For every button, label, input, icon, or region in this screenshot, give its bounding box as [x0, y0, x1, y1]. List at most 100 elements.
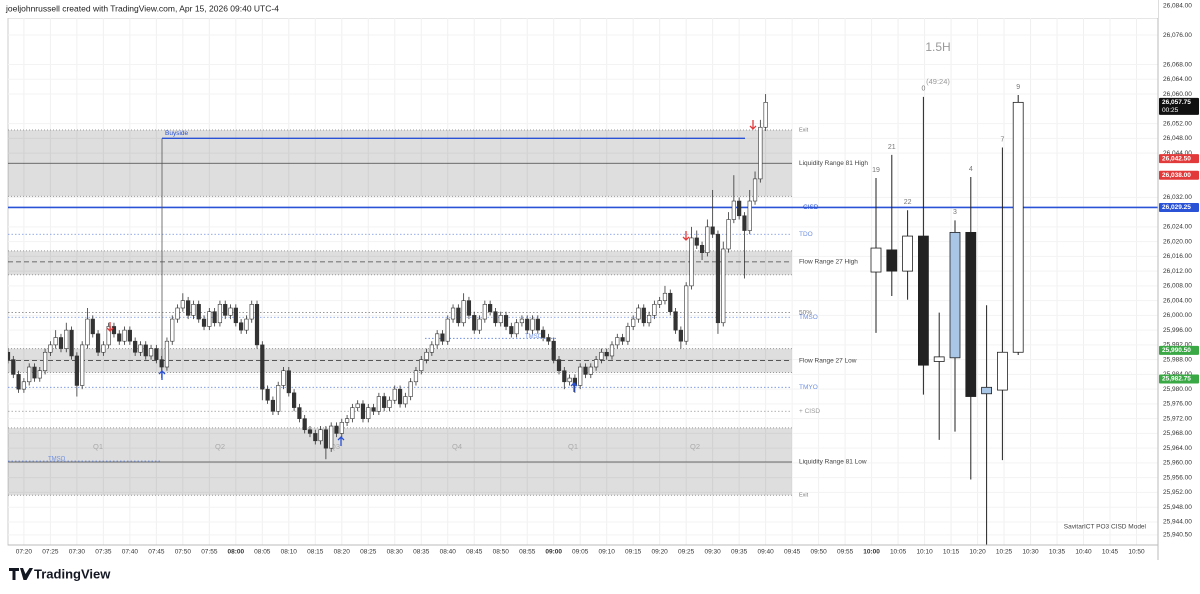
- candle-body: [583, 366, 588, 375]
- candle-body: [90, 318, 95, 335]
- candle-body: [646, 315, 652, 324]
- price-label: 25,982.75: [1162, 376, 1191, 383]
- y-tick-label: 25,996.00: [1163, 327, 1192, 334]
- candle-body: [419, 359, 424, 372]
- candle-body: [270, 399, 276, 412]
- candle-body: [138, 344, 143, 353]
- candle-body: [281, 370, 286, 386]
- candle-body: [329, 425, 334, 449]
- candle-body: [572, 377, 578, 386]
- candle-body: [525, 318, 530, 331]
- x-tick-label: 07:55: [201, 549, 218, 556]
- y-tick-label: 25,960.00: [1163, 460, 1192, 467]
- candle-body: [519, 318, 525, 324]
- po3-label: 19: [872, 167, 880, 174]
- candle-body: [535, 318, 540, 331]
- candle-body: [344, 418, 350, 423]
- x-tick-label: 10:15: [943, 549, 960, 556]
- candle-body: [371, 407, 376, 412]
- candle-body: [42, 351, 48, 372]
- y-tick-label: 25,944.00: [1163, 519, 1192, 526]
- candle-body: [265, 388, 270, 401]
- candle-body: [493, 311, 498, 324]
- session-label: Q2: [690, 442, 700, 451]
- candle-body: [726, 219, 731, 250]
- candle-body: [186, 300, 191, 316]
- plot: Q1 Q2 Q3 Q4 Q1 Q2 Exit Liquidity Range 81 High -…: [8, 18, 1158, 545]
- x-tick-label: 10:35: [1049, 549, 1066, 556]
- candle-body: [424, 351, 429, 360]
- x-tick-label: 08:55: [519, 549, 536, 556]
- candle-body: [445, 318, 450, 342]
- price-label-box: [1159, 154, 1199, 164]
- candle-body: [609, 344, 615, 357]
- candle-body: [32, 366, 37, 379]
- x-tick-label: 08:15: [307, 549, 324, 556]
- candle-body: [48, 344, 53, 353]
- annotation-label: TMSO: [525, 334, 543, 340]
- annotation-label: TMSO: [48, 457, 66, 463]
- price-label-box: [1159, 97, 1199, 115]
- candle-body: [684, 285, 689, 342]
- candle-body: [641, 307, 646, 324]
- x-tick-label: 09:40: [757, 549, 774, 556]
- level-label: TMYO: [799, 384, 818, 391]
- y-tick-label: 25,972.00: [1163, 415, 1192, 422]
- x-tick-label: 09:25: [678, 549, 695, 556]
- candle-body: [69, 329, 74, 357]
- level-label: Exit: [799, 493, 809, 499]
- header-bar: [0, 0, 1158, 18]
- candle-body: [742, 215, 747, 231]
- y-tick-label: 26,032.00: [1163, 194, 1192, 201]
- x-tick-label: 08:20: [334, 549, 351, 556]
- candle-body: [482, 304, 487, 320]
- candle-body: [615, 337, 620, 346]
- y-tick-label: 26,048.00: [1163, 135, 1192, 142]
- po3-timer: (49:24): [926, 77, 950, 86]
- price-label-box: [1159, 202, 1199, 212]
- candle-body: [85, 318, 90, 346]
- po3-label: 0: [921, 86, 925, 93]
- po3-body: [1012, 101, 1024, 353]
- candle-body: [154, 348, 159, 360]
- candle-body: [466, 300, 472, 316]
- x-tick-label: 10:45: [1102, 549, 1119, 556]
- candle-body: [159, 359, 164, 368]
- candle-body: [392, 388, 397, 401]
- candle-body: [212, 311, 217, 324]
- candle-body: [435, 333, 440, 346]
- po3-body: [981, 386, 992, 395]
- candle-body: [562, 370, 567, 383]
- candle-body: [286, 370, 291, 394]
- candle-body: [80, 344, 85, 386]
- y-tick-label: 26,012.00: [1163, 268, 1192, 275]
- candle-body: [249, 304, 254, 320]
- candle-body: [408, 381, 413, 397]
- candle-body: [620, 337, 625, 342]
- candle-body: [53, 337, 58, 346]
- price-label: 26,057.75: [1162, 99, 1191, 106]
- candle-body: [652, 304, 657, 316]
- candle-body: [64, 329, 69, 349]
- candle-body: [11, 359, 16, 375]
- candle-body: [313, 433, 318, 442]
- y-tick-label: 26,084.00: [1163, 2, 1192, 9]
- y-tick-label: 26,044.00: [1163, 150, 1192, 157]
- candle-body: [143, 344, 148, 357]
- x-tick-label: 09:55: [837, 549, 854, 556]
- x-tick-label: 08:05: [254, 549, 271, 556]
- candle-body: [631, 318, 636, 327]
- session-label: Q4: [452, 442, 462, 451]
- candle-body: [244, 318, 249, 331]
- session-label: Q1: [93, 442, 103, 451]
- y-tick-label: 25,956.00: [1163, 474, 1192, 481]
- candle-body: [239, 322, 244, 331]
- candle-body: [440, 333, 445, 342]
- x-tick-label: 10:10: [916, 549, 933, 556]
- candle-body: [636, 307, 641, 320]
- y-tick-label: 25,988.00: [1163, 356, 1192, 363]
- candle-body: [323, 429, 328, 449]
- candle-body: [297, 407, 302, 419]
- x-tick-label: 08:00: [228, 549, 245, 556]
